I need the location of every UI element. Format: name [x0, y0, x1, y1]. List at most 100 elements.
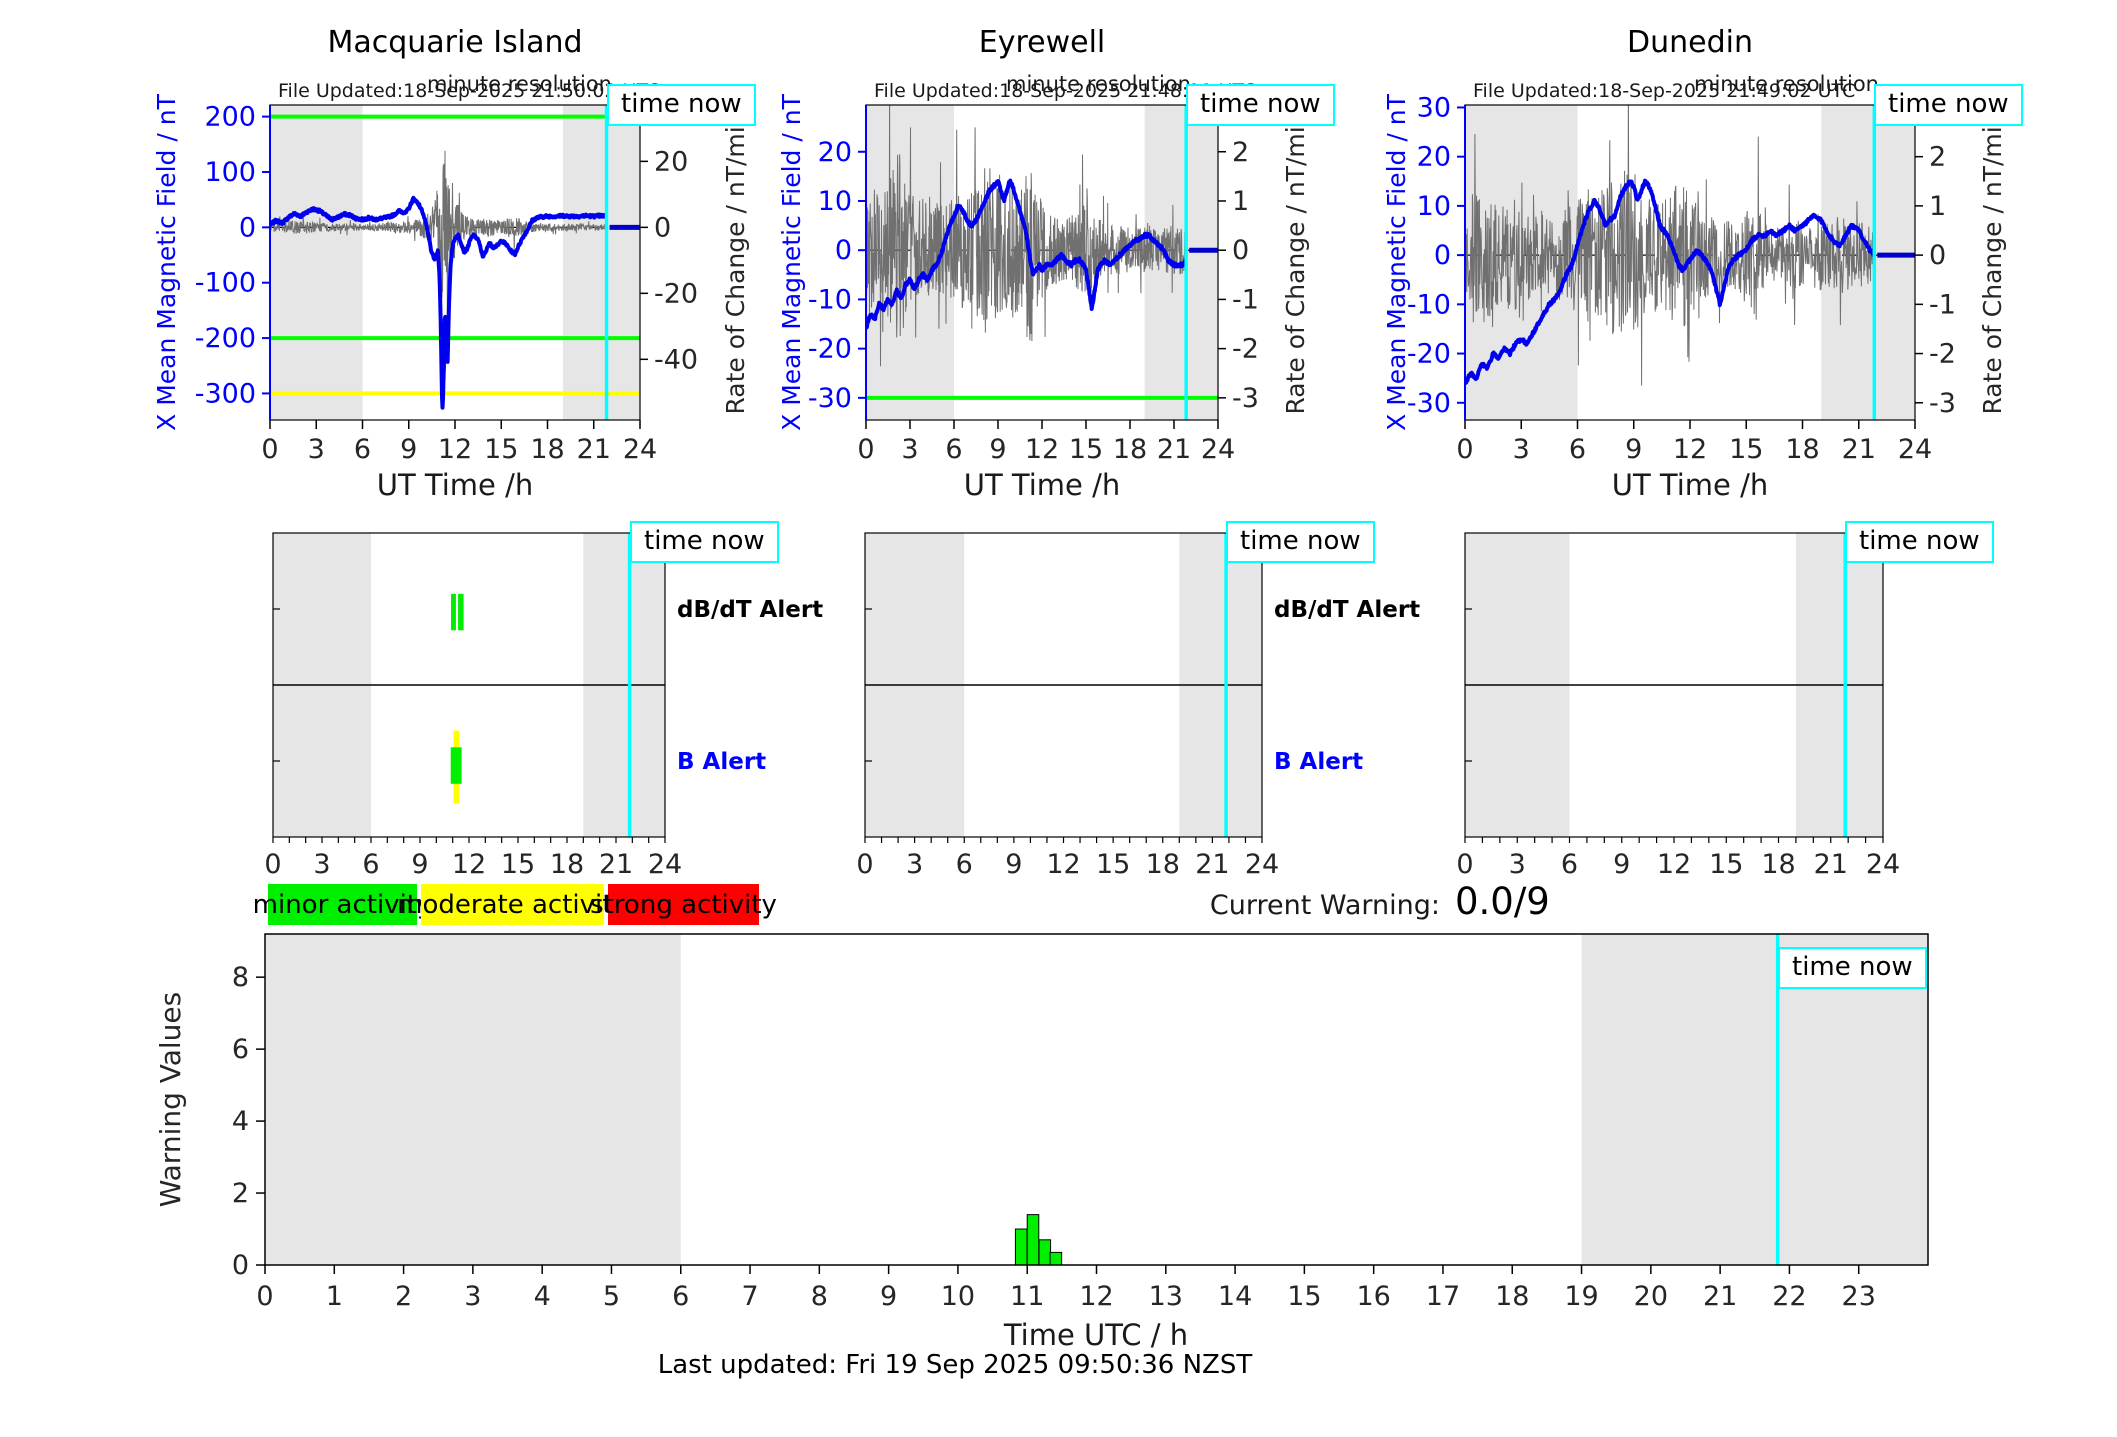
- svg-text:9: 9: [1005, 849, 1022, 880]
- svg-text:21: 21: [1842, 434, 1876, 465]
- svg-text:X Mean Magnetic Field / nT: X Mean Magnetic Field / nT: [1382, 93, 1411, 430]
- xlabel-chart-2: UT Time /h: [963, 468, 1121, 502]
- rate-of-change-noise: [866, 105, 1187, 367]
- svg-text:-40: -40: [654, 344, 698, 375]
- x-mean-field-series: [1465, 178, 1915, 385]
- svg-text:-20: -20: [1407, 339, 1451, 370]
- svg-text:11: 11: [1010, 1281, 1044, 1312]
- svg-text:3: 3: [308, 434, 325, 465]
- svg-text:15: 15: [484, 434, 518, 465]
- svg-text:-10: -10: [1407, 289, 1451, 320]
- svg-text:Rate of Change / nT/min: Rate of Change / nT/min: [721, 110, 750, 414]
- svg-text:0: 0: [857, 434, 874, 465]
- svg-text:12: 12: [438, 434, 472, 465]
- activity-legend: minor activity moderate activity strong …: [253, 884, 777, 925]
- svg-text:30: 30: [1417, 92, 1451, 123]
- svg-text:X Mean Magnetic Field / nT: X Mean Magnetic Field / nT: [152, 93, 181, 430]
- svg-text:2: 2: [232, 1178, 249, 1209]
- alert-panel-1: 0 3 6 9 12 15 18 21 24: [856, 532, 1279, 880]
- svg-text:9: 9: [880, 1281, 897, 1312]
- svg-text:5: 5: [603, 1281, 620, 1312]
- svg-text:24: 24: [1201, 434, 1235, 465]
- svg-text:0: 0: [256, 1281, 273, 1312]
- svg-text:-3: -3: [1929, 388, 1956, 419]
- svg-text:18: 18: [550, 849, 584, 880]
- dbdt-alert-label-2: dB/dT Alert: [1274, 597, 1421, 623]
- svg-text:-10: -10: [808, 284, 852, 315]
- svg-text:12: 12: [1025, 434, 1059, 465]
- svg-text:20: 20: [1417, 142, 1451, 173]
- svg-text:10: 10: [818, 186, 852, 217]
- svg-text:1: 1: [1929, 191, 1946, 222]
- svg-text:0: 0: [654, 212, 671, 243]
- warning-value-bar: [1049, 1251, 1063, 1266]
- svg-text:6: 6: [354, 434, 371, 465]
- svg-text:12: 12: [1046, 849, 1080, 880]
- svg-text:22: 22: [1772, 1281, 1806, 1312]
- svg-text:-20: -20: [808, 334, 852, 365]
- svg-text:21: 21: [1703, 1281, 1737, 1312]
- svg-text:21: 21: [599, 849, 633, 880]
- svg-text:0: 0: [232, 1250, 249, 1281]
- svg-text:10: 10: [1417, 191, 1451, 222]
- current-warning-label: Current Warning:: [1209, 890, 1440, 921]
- svg-text:0: 0: [261, 434, 278, 465]
- legend-moderate-activity: moderate activity: [397, 884, 628, 925]
- warning-value-bar: [1038, 1239, 1052, 1266]
- svg-text:24: 24: [1866, 849, 1900, 880]
- svg-text:9: 9: [1613, 849, 1630, 880]
- svg-text:0: 0: [1456, 434, 1473, 465]
- legend-strong-activity: strong activity: [590, 884, 777, 925]
- svg-text:15: 15: [1729, 434, 1763, 465]
- svg-text:4: 4: [232, 1106, 249, 1137]
- svg-text:21: 21: [577, 434, 611, 465]
- svg-text:100: 100: [204, 157, 256, 188]
- minute-resolution-label-3: minute resolution: [1694, 72, 1879, 96]
- svg-text:13: 13: [1149, 1281, 1183, 1312]
- svg-text:6: 6: [1561, 849, 1578, 880]
- alert-event-bar: [458, 593, 464, 631]
- svg-text:8: 8: [811, 1281, 828, 1312]
- station-title-macquarie: Macquarie Island: [327, 25, 583, 60]
- svg-text:18: 18: [1113, 434, 1147, 465]
- svg-text:24: 24: [1898, 434, 1932, 465]
- time-now-box-panel-3: time now: [1845, 521, 1994, 563]
- svg-text:-300: -300: [195, 378, 256, 409]
- svg-text:0: 0: [1456, 849, 1473, 880]
- minute-resolution-label-1: minute resolution: [427, 72, 612, 96]
- svg-text:3: 3: [906, 849, 923, 880]
- station-title-dunedin: Dunedin: [1627, 25, 1753, 60]
- svg-text:Rate of Change / nT/min: Rate of Change / nT/min: [1281, 110, 1310, 414]
- warning-value-bar: [1014, 1228, 1028, 1266]
- svg-text:18: 18: [1495, 1281, 1529, 1312]
- b-alert-label-2: B Alert: [1274, 749, 1364, 775]
- svg-text:0: 0: [1929, 240, 1946, 271]
- svg-text:20: 20: [818, 137, 852, 168]
- night-shading: [270, 105, 363, 420]
- svg-text:6: 6: [232, 1034, 249, 1065]
- file-updated-eyrewell: File Updated:18-Sep-2025 21:48:11 UTC: [874, 80, 1257, 102]
- svg-text:15: 15: [1709, 849, 1743, 880]
- svg-text:12: 12: [1657, 849, 1691, 880]
- time-now-box-panel-1: time now: [630, 521, 779, 563]
- svg-text:21: 21: [1814, 849, 1848, 880]
- svg-text:6: 6: [362, 849, 379, 880]
- svg-text:19: 19: [1564, 1281, 1598, 1312]
- svg-text:9: 9: [400, 434, 417, 465]
- time-now-box-chart-1: time now: [607, 84, 756, 126]
- xlabel-chart-3: UT Time /h: [1611, 468, 1769, 502]
- svg-text:24: 24: [623, 434, 657, 465]
- alert-panel-2: 0 3 6 9 12 15 18 21 24: [1456, 532, 1900, 880]
- svg-text:-2: -2: [1929, 339, 1956, 370]
- warning-value-bar: [1026, 1214, 1040, 1266]
- svg-text:0: 0: [239, 212, 256, 243]
- night-shading: [562, 105, 640, 420]
- file-updated-macquarie: File Updated:18-Sep-2025 21:50:02 UTC: [278, 80, 661, 102]
- time-now-box-panel-2: time now: [1226, 521, 1375, 563]
- svg-text:-1: -1: [1232, 284, 1259, 315]
- last-updated-text: Last updated: Fri 19 Sep 2025 09:50:36 N…: [657, 1350, 1253, 1380]
- svg-text:200: 200: [204, 102, 256, 133]
